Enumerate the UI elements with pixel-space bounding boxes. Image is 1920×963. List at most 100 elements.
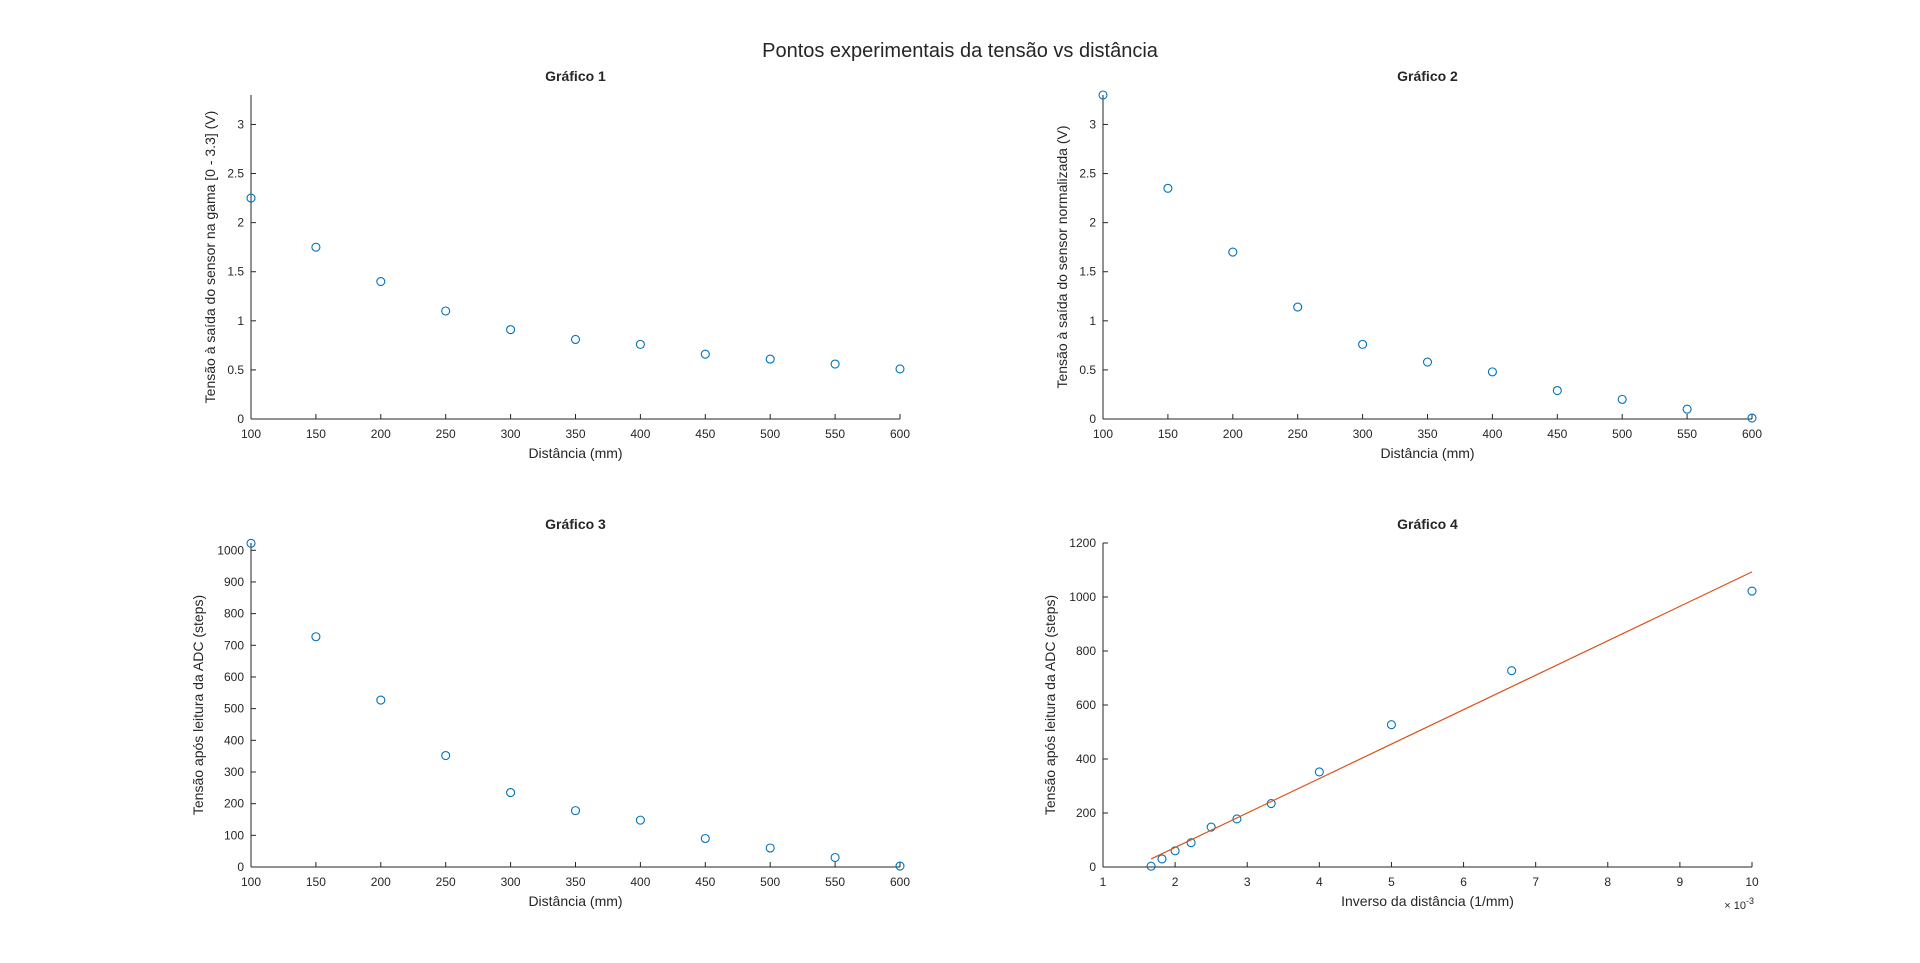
y-tick-label: 400 [1076,752,1096,766]
data-point [635,815,645,825]
data-point [570,806,581,816]
data-point [441,750,451,761]
chart-4: 1 2 3 4 5 6 7 8 9 10 0 200 400 600 800 1000 1200 Gráfico … [1042,516,1759,912]
x-tick-label: 350 [565,427,585,441]
data-point [1146,861,1156,871]
y-tick-label: 1.5 [1079,265,1096,279]
data-point [1293,302,1303,312]
y-tick-label: 600 [224,670,244,684]
y-tick-label: 1000 [217,543,244,557]
chart-title: Gráfico 4 [1397,516,1458,532]
x-axis-label: Distância (mm) [528,893,622,909]
x-tick-label: 200 [371,427,391,441]
x-tick-label: 250 [1288,427,1308,441]
data-point [1228,247,1238,257]
chart-title: Gráfico 3 [545,516,606,532]
y-tick-label: 800 [224,607,244,621]
x-tick-label: 300 [501,875,521,889]
x-tick-label: 250 [436,427,456,441]
x-axis-label: Inverso da distância (1/mm) [1341,893,1514,909]
x-tick-label: 600 [890,875,910,889]
x-tick-label: 600 [890,427,910,441]
data-point [830,852,840,863]
x-tick-label: 100 [241,875,261,889]
y-tick-label: 3 [1089,117,1096,131]
x-tick-label: 500 [760,875,780,889]
y-axis-label: Tensão à saída do sensor na gama [0 - 3.… [202,111,218,404]
x-tick-label: 300 [501,427,521,441]
y-tick-label: 2.5 [227,167,244,181]
data-point [1386,720,1396,730]
data-point [765,843,775,853]
y-tick-label: 200 [224,797,244,811]
data-point [1507,666,1517,676]
y-tick-label: 500 [224,702,244,716]
data-point [1422,357,1433,367]
y-tick-label: 0.5 [227,363,244,377]
x-tick-label: 5 [1388,875,1395,889]
chart-title: Gráfico 1 [545,68,606,84]
data-point [700,349,710,359]
y-tick-label: 1200 [1069,536,1096,550]
y-tick-label: 0 [1089,412,1096,426]
y-tick-label: 800 [1076,644,1096,658]
y-tick-label: 0 [237,412,244,426]
x-tick-label: 1 [1100,875,1107,889]
y-tick-label: 300 [224,765,244,779]
y-tick-label: 600 [1076,698,1096,712]
data-point [1186,838,1196,848]
fit-line [1150,571,1753,860]
data-point [506,325,516,335]
y-tick-label: 0 [1089,860,1096,874]
x-tick-label: 400 [630,427,650,441]
y-axis-label: Tensão após leitura da ADC (steps) [1042,595,1058,815]
data-point [895,364,905,374]
x-tick-label: 450 [1547,427,1567,441]
data-point [1314,767,1324,777]
y-tick-label: 0.5 [1079,363,1096,377]
y-tick-label: 200 [1076,806,1096,820]
chart-2: 100 150 200 250 300 350 400 450 500 550 600 0 0.5 1 1.… [1054,68,1762,461]
data-point [1552,385,1562,396]
data-point [1098,90,1108,100]
data-point [830,359,840,369]
x-tick-label: 3 [1244,875,1251,889]
y-tick-label: 2 [237,216,244,230]
data-point [1157,854,1167,864]
data-point [700,833,710,844]
x-tick-label: 150 [306,875,326,889]
x-tick-label: 500 [1612,427,1632,441]
x-tick-label: 100 [1093,427,1113,441]
y-tick-label: 1000 [1069,590,1096,604]
chart-3: 100 150 200 250 300 350 400 450 500 550 6000100200… [190,516,910,909]
x-tick-label: 200 [1223,427,1243,441]
data-point [1617,394,1627,404]
data-point [311,632,321,642]
x-tick-label: 200 [371,875,391,889]
data-point [1358,339,1368,349]
y-tick-label: 1 [1089,314,1096,328]
y-tick-label: 2.5 [1079,167,1096,181]
y-tick-label: 900 [224,575,244,589]
figure-title: Pontos experimentais da tensão vs distân… [762,40,1158,62]
data-point [506,788,516,798]
y-tick-label: 1.5 [227,265,244,279]
x-tick-label: 450 [695,427,715,441]
x-tick-label: 250 [436,875,456,889]
x-tick-label: 300 [1353,427,1373,441]
x-tick-label: 100 [241,427,261,441]
data-point [376,695,386,705]
x-tick-label: 550 [1677,427,1697,441]
x-tick-label: 6 [1460,875,1467,889]
x-exponent-label: × 10-3 [1724,896,1754,912]
data-point [1487,367,1497,377]
x-tick-label: 10 [1745,875,1759,889]
y-tick-label: 2 [1089,216,1096,230]
y-axis-label: Tensão à saída do sensor normalizada (V) [1054,125,1070,388]
x-tick-label: 9 [1677,875,1684,889]
data-point [376,276,386,287]
data-point [1206,822,1216,832]
x-tick-label: 350 [1417,427,1437,441]
x-tick-label: 600 [1742,427,1762,441]
